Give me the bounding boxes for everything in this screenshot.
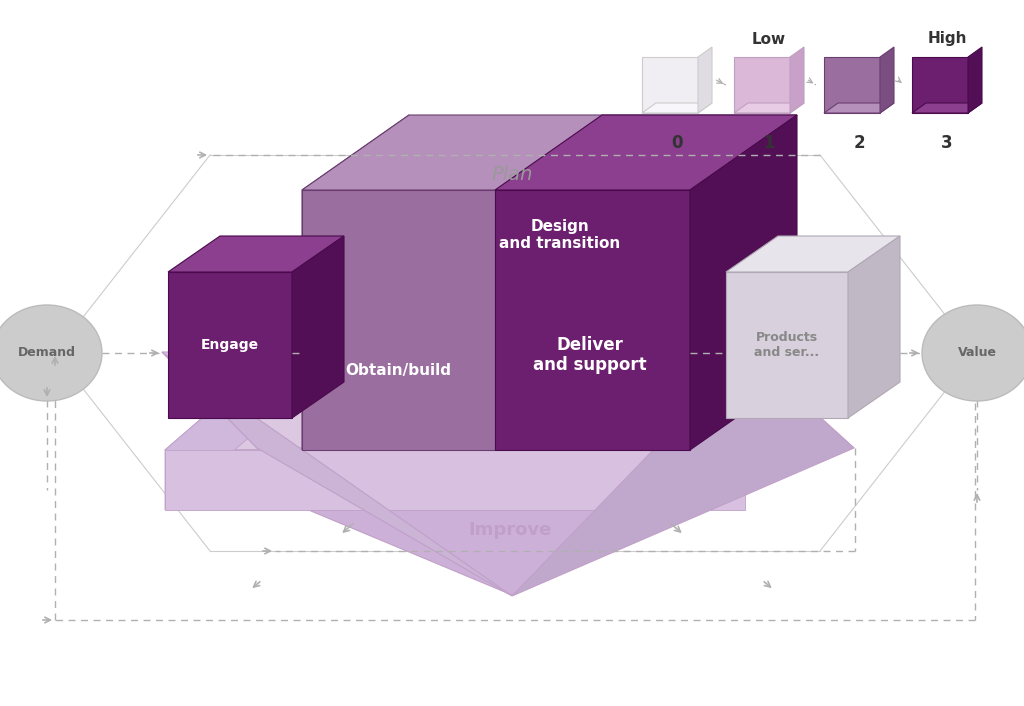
Text: Demand: Demand xyxy=(18,347,76,359)
Polygon shape xyxy=(162,352,854,448)
Polygon shape xyxy=(690,115,797,450)
Polygon shape xyxy=(292,236,344,418)
Polygon shape xyxy=(165,450,745,595)
Text: 3: 3 xyxy=(941,134,952,152)
Polygon shape xyxy=(726,236,900,272)
Polygon shape xyxy=(165,450,745,510)
Polygon shape xyxy=(912,57,968,113)
Text: Design
and transition: Design and transition xyxy=(500,219,621,251)
Polygon shape xyxy=(165,355,275,510)
Polygon shape xyxy=(912,103,982,113)
Text: Plan: Plan xyxy=(492,165,532,184)
Polygon shape xyxy=(734,103,804,113)
Polygon shape xyxy=(734,57,790,113)
Polygon shape xyxy=(302,115,409,450)
Polygon shape xyxy=(968,47,982,113)
Text: Engage: Engage xyxy=(201,338,259,352)
Polygon shape xyxy=(790,47,804,113)
Polygon shape xyxy=(165,355,855,450)
Ellipse shape xyxy=(922,305,1024,401)
Text: Value: Value xyxy=(957,347,996,359)
Polygon shape xyxy=(302,190,495,450)
Polygon shape xyxy=(824,57,880,113)
Text: Products
and ser...: Products and ser... xyxy=(755,331,819,359)
Text: High: High xyxy=(928,32,967,47)
Polygon shape xyxy=(848,236,900,418)
Text: Deliver
and support: Deliver and support xyxy=(534,335,647,374)
Polygon shape xyxy=(302,115,797,190)
Text: 1: 1 xyxy=(763,134,775,152)
Polygon shape xyxy=(824,103,894,113)
Polygon shape xyxy=(495,115,797,190)
Polygon shape xyxy=(168,272,292,418)
Polygon shape xyxy=(642,103,712,113)
Polygon shape xyxy=(726,272,848,418)
Polygon shape xyxy=(642,57,698,113)
Text: 0: 0 xyxy=(672,134,683,152)
Polygon shape xyxy=(495,190,690,450)
Polygon shape xyxy=(698,47,712,113)
Polygon shape xyxy=(168,236,344,272)
Ellipse shape xyxy=(0,305,102,401)
Polygon shape xyxy=(512,352,854,596)
Text: Obtain/build: Obtain/build xyxy=(345,362,451,378)
Text: 2: 2 xyxy=(853,134,865,152)
Text: Low: Low xyxy=(752,32,786,47)
Polygon shape xyxy=(880,47,894,113)
Polygon shape xyxy=(162,352,512,596)
Text: Improve: Improve xyxy=(468,521,552,539)
